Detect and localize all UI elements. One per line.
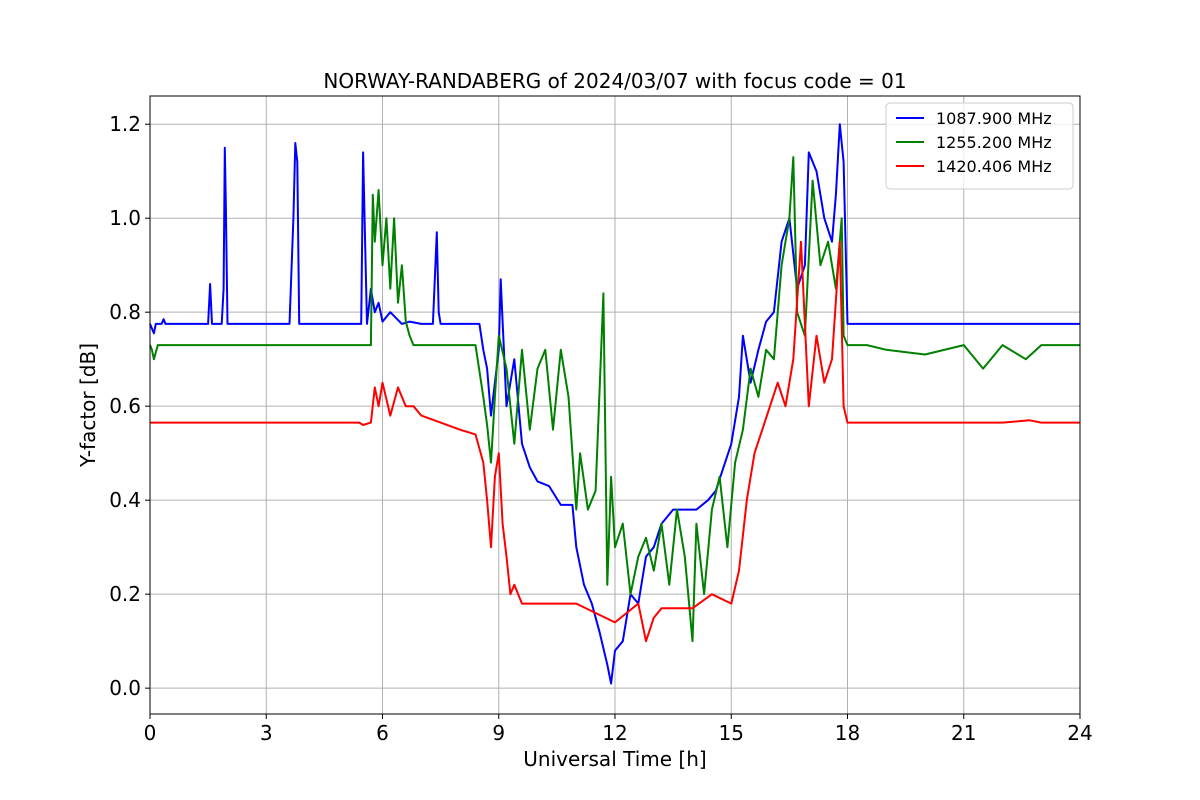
x-tick-label: 12 [602, 721, 627, 745]
series-layer [149, 123, 1080, 685]
y-tick-label: 0.4 [109, 488, 141, 512]
y-tick-label: 1.0 [109, 206, 141, 230]
chart-title: NORWAY-RANDABERG of 2024/03/07 with focu… [323, 69, 906, 93]
x-tick-label: 18 [835, 721, 860, 745]
series-line-1 [149, 123, 1080, 685]
legend-box [885, 102, 1074, 190]
y-tick-label: 1.2 [109, 112, 141, 136]
legend-label: 1087.900 MHz [936, 109, 1052, 128]
x-tick-label: 3 [260, 721, 273, 745]
axis-ticks: 0 3 6 9 12 15 18 21 24 0.0 0.2 0.4 0.6 0.8 1.0 1.2 [109, 112, 1093, 745]
y-tick-label: 0.2 [109, 582, 141, 606]
x-axis-label: Universal Time [h] [523, 747, 706, 771]
y-tick-label: 0.6 [109, 394, 141, 418]
legend: 1087.900 MHz 1255.200 MHz 1420.406 MHz [885, 102, 1074, 190]
x-tick-label: 24 [1067, 721, 1092, 745]
x-tick-label: 0 [144, 721, 157, 745]
legend-label: 1255.200 MHz [936, 133, 1052, 152]
legend-label: 1420.406 MHz [936, 157, 1052, 176]
y-tick-label: 0.0 [109, 676, 141, 700]
x-tick-label: 6 [376, 721, 389, 745]
x-tick-label: 21 [951, 721, 976, 745]
y-axis-label: Y-factor [dB] [76, 343, 100, 468]
series-line-3 [150, 240, 1080, 643]
series-line-2 [149, 156, 1080, 643]
x-tick-label: 15 [719, 721, 744, 745]
x-tick-label: 9 [492, 721, 505, 745]
y-tick-label: 0.8 [109, 300, 141, 324]
